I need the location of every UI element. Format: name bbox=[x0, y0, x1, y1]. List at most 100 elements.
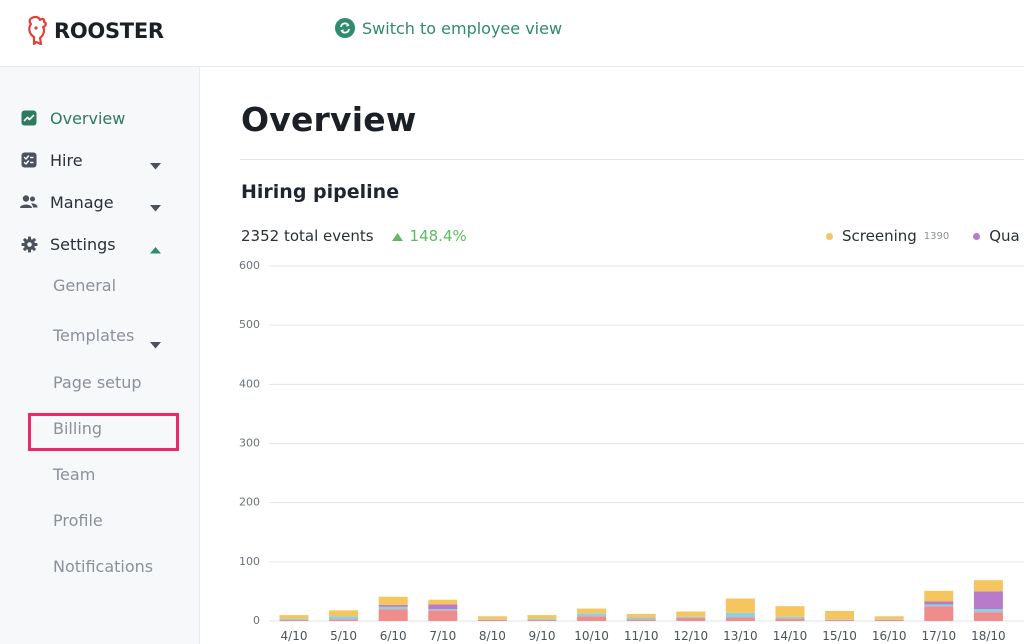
divider bbox=[240, 159, 1024, 160]
x-tick-label: 6/10 bbox=[380, 629, 407, 643]
bar-segment bbox=[924, 590, 954, 602]
x-tick-label: 18/10 bbox=[971, 629, 1006, 643]
bar-segment bbox=[577, 613, 607, 617]
y-tick-label: 500 bbox=[239, 318, 260, 331]
y-tick-label: 200 bbox=[239, 496, 260, 509]
billing-highlight-box bbox=[28, 413, 179, 451]
top-bar: ROOSTER Switch to employee view bbox=[0, 0, 1024, 67]
bar-segment bbox=[329, 619, 359, 621]
y-tick-label: 400 bbox=[239, 377, 260, 390]
bar-segment bbox=[676, 618, 706, 621]
bar-segment bbox=[973, 580, 1003, 592]
rooster-logo-icon bbox=[28, 15, 47, 46]
x-tick-label: 11/10 bbox=[624, 629, 659, 643]
bar-segment bbox=[428, 609, 458, 611]
x-tick-label: 12/10 bbox=[674, 629, 709, 643]
legend-dot bbox=[826, 232, 833, 240]
x-tick-label: 9/10 bbox=[529, 629, 556, 643]
bar-segment bbox=[279, 618, 309, 620]
x-tick-label: 4/10 bbox=[281, 629, 308, 643]
bar-segment bbox=[577, 616, 607, 621]
switch-employee-view-label: Switch to employee view bbox=[362, 18, 563, 38]
bar-segment bbox=[477, 619, 507, 620]
legend-dot bbox=[973, 232, 981, 240]
refresh-icon bbox=[335, 18, 355, 38]
sidebar-item-overview[interactable]: Overview bbox=[20, 104, 170, 132]
trend-value: 148.4% bbox=[409, 227, 467, 245]
bar-segment bbox=[527, 618, 557, 620]
gear-icon bbox=[20, 235, 38, 253]
bar-segment bbox=[577, 608, 607, 614]
bar-segment bbox=[874, 616, 904, 620]
sidebar-subitem-label: Profile bbox=[53, 511, 103, 530]
x-tick-label: 10/10 bbox=[574, 629, 609, 643]
hiring-pipeline-chart: 0 100 200 300 400 500 600 4/10 5/10 6/10 7/10 8/10 9… bbox=[239, 259, 1024, 643]
sidebar: Overview Hire Manage bbox=[0, 67, 200, 644]
bar-segment bbox=[924, 604, 954, 607]
chevron-up-icon[interactable] bbox=[150, 239, 161, 258]
bar-segment bbox=[725, 617, 755, 621]
bar-segment bbox=[825, 610, 855, 620]
bar-segment bbox=[924, 601, 954, 605]
chevron-down-icon[interactable] bbox=[150, 155, 161, 174]
bar-segment bbox=[477, 619, 507, 621]
sidebar-subitem-team[interactable]: Team bbox=[53, 465, 95, 489]
legend-label[interactable]: Qua bbox=[989, 227, 1020, 245]
brand-name: ROOSTER bbox=[54, 19, 164, 43]
bar-segment bbox=[378, 606, 408, 610]
bar-segment bbox=[775, 606, 805, 617]
bar-segment bbox=[626, 619, 656, 621]
sidebar-subitem-label: Templates bbox=[53, 326, 135, 345]
y-tick-label: 0 bbox=[253, 614, 260, 627]
legend-label[interactable]: Screening bbox=[842, 227, 917, 245]
x-tick-label: 17/10 bbox=[922, 629, 957, 643]
bar-segment bbox=[725, 598, 755, 613]
total-events: 2352 total events bbox=[241, 227, 374, 245]
chevron-down-icon[interactable] bbox=[150, 334, 161, 353]
bar-segment bbox=[725, 612, 755, 618]
bar-segment bbox=[378, 596, 408, 606]
bar-segment bbox=[775, 616, 805, 619]
sidebar-subitem-templates[interactable]: Templates bbox=[53, 326, 163, 350]
bar-segment bbox=[279, 615, 309, 619]
sidebar-subitem-label: Team bbox=[53, 465, 96, 484]
trend-up-icon bbox=[391, 227, 403, 245]
brand-logo[interactable]: ROOSTER bbox=[26, 14, 164, 48]
x-tick-label: 5/10 bbox=[330, 629, 357, 643]
chart-legend: Screening 1390 Qua bbox=[826, 227, 1020, 245]
bar-segment bbox=[973, 591, 1003, 610]
sidebar-item-manage[interactable]: Manage bbox=[20, 188, 170, 216]
x-tick-label: 16/10 bbox=[872, 629, 907, 643]
x-tick-label: 14/10 bbox=[773, 629, 808, 643]
sidebar-item-settings[interactable]: Settings bbox=[20, 230, 170, 258]
main-content: Overview Hiring pipeline 2352 total even… bbox=[200, 67, 1024, 644]
bar-segment bbox=[825, 619, 855, 621]
bar-segment bbox=[924, 606, 954, 621]
page-title: Overview bbox=[241, 100, 417, 139]
bar-segment bbox=[329, 610, 359, 617]
sidebar-subitem-general[interactable]: General bbox=[53, 276, 116, 300]
y-tick-label: 100 bbox=[239, 555, 260, 568]
bar-segment bbox=[626, 613, 656, 618]
bar-segment bbox=[428, 610, 458, 621]
switch-employee-view-link[interactable]: Switch to employee view bbox=[335, 18, 562, 38]
bar-segment bbox=[527, 615, 557, 619]
bar-segment bbox=[279, 619, 309, 621]
sidebar-subitem-profile[interactable]: Profile bbox=[53, 511, 103, 535]
sidebar-item-hire[interactable]: Hire bbox=[20, 146, 170, 174]
sidebar-subitem-label: Notifications bbox=[53, 557, 154, 576]
bar-segment bbox=[378, 609, 408, 621]
bar-segment bbox=[676, 611, 706, 617]
bar-segment bbox=[973, 612, 1003, 621]
sidebar-subitem-billing[interactable]: Billing bbox=[53, 419, 102, 443]
sidebar-subitem-notifications[interactable]: Notifications bbox=[53, 557, 153, 581]
bar-segment bbox=[329, 616, 359, 620]
legend-count: 1390 bbox=[923, 230, 950, 242]
bar-segment bbox=[527, 619, 557, 621]
sidebar-subitem-page-setup[interactable]: Page setup bbox=[53, 373, 142, 397]
x-tick-label: 7/10 bbox=[429, 629, 456, 643]
bar-segment bbox=[874, 619, 904, 621]
pipeline-summary: 2352 total events 148.4% bbox=[241, 227, 467, 245]
trend-indicator: 148.4% bbox=[391, 227, 467, 245]
chevron-down-icon[interactable] bbox=[150, 197, 161, 216]
